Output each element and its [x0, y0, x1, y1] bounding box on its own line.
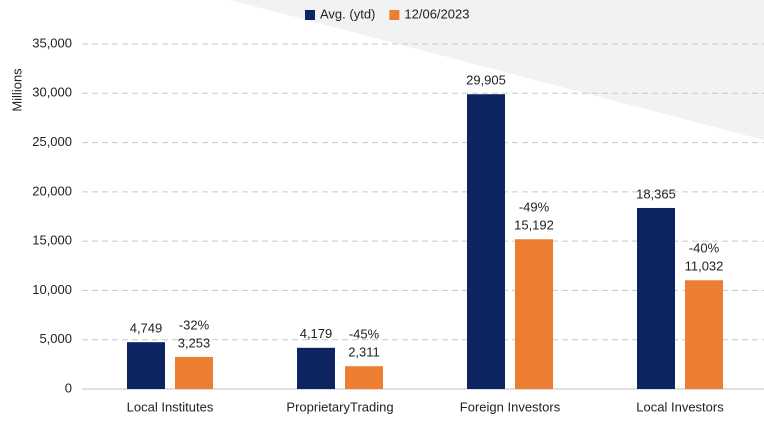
x-tick-label: Foreign Investors [460, 399, 561, 414]
bar [515, 239, 553, 389]
y-tick-label: 35,000 [32, 35, 72, 50]
y-tick-label: 20,000 [32, 183, 72, 198]
change-label: -32% [179, 317, 210, 332]
background-shape [230, 0, 764, 140]
bar [345, 366, 383, 389]
x-tick-label: Local Investors [636, 399, 724, 414]
y-axis-label: Millions [9, 68, 24, 112]
value-label: 15,192 [514, 218, 554, 233]
bar [685, 280, 723, 389]
y-tick-label: 15,000 [32, 233, 72, 248]
y-tick-label: 25,000 [32, 134, 72, 149]
change-label: -49% [519, 200, 550, 215]
value-label: 4,749 [130, 321, 163, 336]
y-tick-label: 5,000 [39, 331, 72, 346]
y-tick-label: 30,000 [32, 85, 72, 100]
y-tick-label: 0 [65, 380, 72, 395]
value-label: 4,179 [300, 326, 333, 341]
value-label: 18,365 [636, 186, 676, 201]
bar [297, 347, 335, 389]
y-tick-label: 10,000 [32, 282, 72, 297]
value-label: 11,032 [685, 259, 724, 274]
x-tick-label: Local Institutes [127, 399, 214, 414]
legend-swatch [389, 10, 400, 20]
legend-swatch [305, 10, 315, 20]
value-label: 3,253 [178, 335, 211, 350]
change-label: -40% [689, 241, 720, 256]
x-tick-label: ProprietaryTrading [286, 399, 393, 414]
value-label: 2,311 [348, 345, 380, 360]
bar [467, 94, 505, 390]
bar [175, 356, 213, 389]
legend-label: Avg. (ytd) [320, 6, 375, 21]
legend-label: 12/06/2023 [404, 6, 469, 21]
value-label: 29,905 [466, 73, 506, 88]
bar [127, 342, 165, 389]
change-label: -45% [349, 327, 380, 342]
bar [637, 207, 675, 389]
